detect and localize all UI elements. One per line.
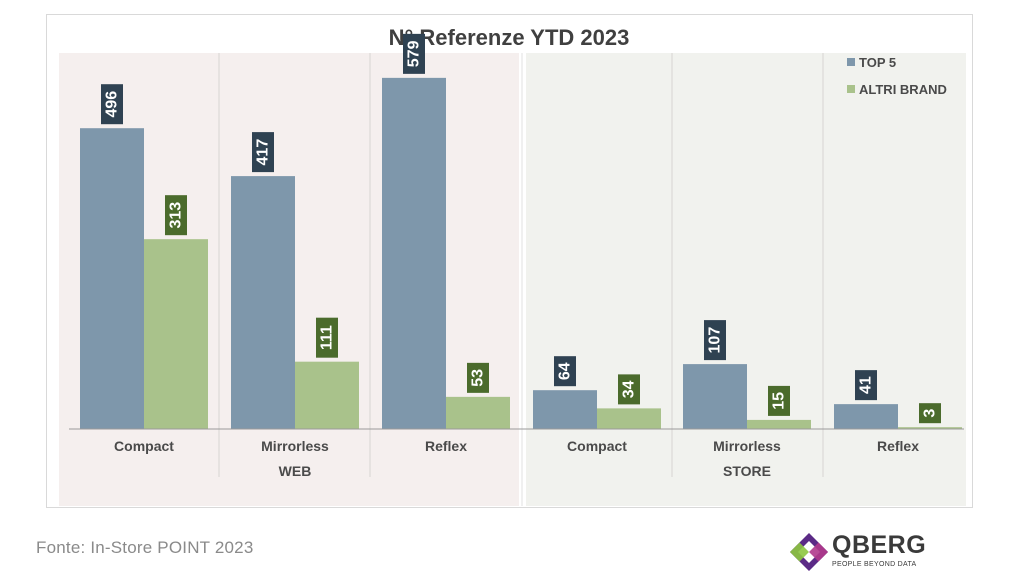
chart-panel: N° Referenze YTD 2023 496 313 Compact 417 111… [46, 14, 973, 508]
bar-top-5 [533, 390, 597, 429]
category-label: Mirrorless [261, 438, 329, 454]
data-label-top-5: 496 [104, 91, 121, 118]
group-background-store [526, 53, 966, 506]
bar-chart: N° Referenze YTD 2023 496 313 Compact 417 111… [59, 25, 966, 506]
legend-label-altri-brand: ALTRI BRAND [859, 82, 947, 97]
logo-name: QBERG [832, 531, 927, 559]
data-label-top-5: 41 [858, 376, 875, 394]
data-label-altri-brand: 111 [319, 325, 336, 350]
group-label-store: STORE [723, 463, 771, 479]
legend-swatch-top-5 [847, 58, 855, 66]
bar-altri-brand [747, 419, 811, 429]
bar-altri-brand [898, 427, 962, 429]
data-label-box-altri-brand [919, 403, 941, 424]
data-label-top-5: 64 [557, 362, 574, 380]
logo-tagline: PEOPLE BEYOND DATA [832, 561, 917, 568]
data-label-altri-brand: 34 [621, 380, 638, 398]
bar-top-5 [80, 128, 144, 429]
bar-top-5 [382, 77, 446, 430]
category-label: Compact [114, 438, 174, 454]
data-label-box-top-5 [101, 84, 123, 125]
qberg-logo: QBERG PEOPLE BEYOND DATA [786, 527, 926, 575]
source-note: Fonte: In-Store POINT 2023 [36, 538, 254, 557]
legend-swatch-altri-brand [847, 85, 855, 93]
data-label-top-5: 107 [707, 327, 724, 354]
data-label-box-altri-brand [316, 317, 338, 358]
data-label-box-altri-brand [467, 362, 489, 393]
data-label-box-altri-brand [768, 385, 790, 416]
group-label-web: WEB [279, 463, 312, 479]
chart-title: N° Referenze YTD 2023 [389, 25, 630, 50]
data-label-altri-brand: 15 [771, 392, 788, 410]
data-label-box-top-5 [855, 370, 877, 401]
data-label-box-altri-brand [165, 195, 187, 236]
data-label-top-5: 579 [406, 40, 423, 67]
bar-altri-brand [446, 396, 510, 429]
data-label-box-top-5 [704, 320, 726, 361]
bar-top-5 [231, 176, 295, 429]
data-label-box-altri-brand [618, 374, 640, 405]
category-label: Reflex [425, 438, 467, 454]
data-label-box-top-5 [403, 33, 425, 74]
bar-top-5 [683, 364, 747, 429]
data-label-altri-brand: 53 [470, 369, 487, 387]
data-label-top-5: 417 [255, 139, 272, 166]
bar-altri-brand [144, 239, 208, 429]
category-label: Mirrorless [713, 438, 781, 454]
category-label: Reflex [877, 438, 919, 454]
bar-top-5 [834, 404, 898, 429]
data-label-box-top-5 [554, 356, 576, 387]
bar-altri-brand [597, 408, 661, 429]
data-label-box-top-5 [252, 132, 274, 173]
data-label-altri-brand: 3 [922, 409, 939, 418]
qberg-logo-mark-icon [790, 533, 828, 571]
bar-altri-brand [295, 361, 359, 429]
data-label-altri-brand: 313 [168, 202, 185, 229]
category-label: Compact [567, 438, 627, 454]
legend-label-top-5: TOP 5 [859, 55, 896, 70]
